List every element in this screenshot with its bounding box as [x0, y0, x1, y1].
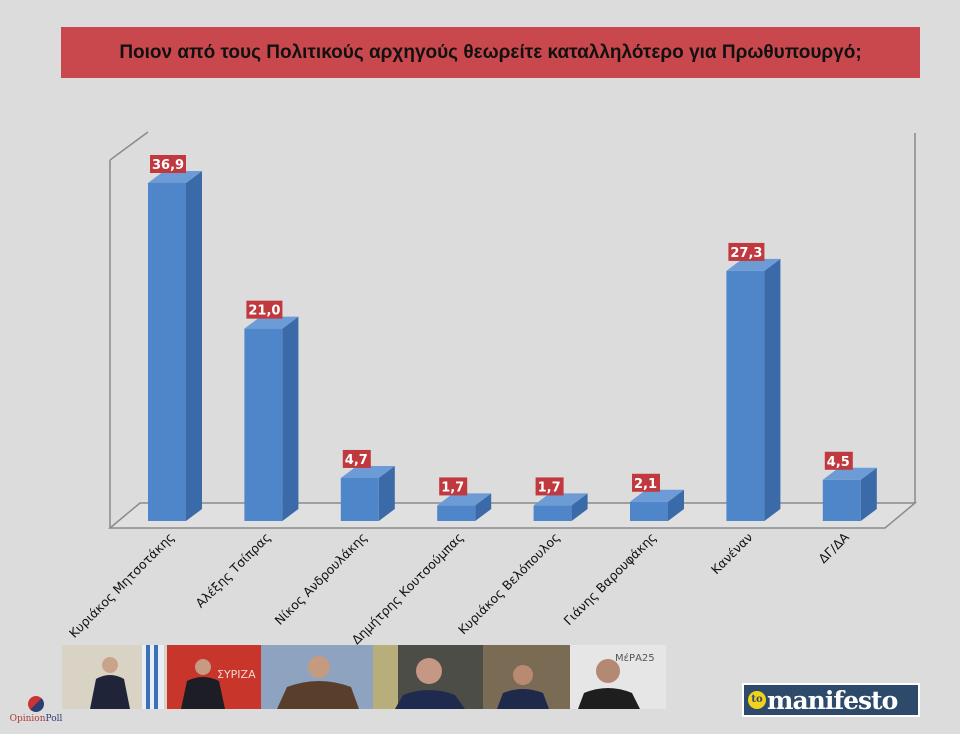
data-label-bg-5: [632, 473, 660, 492]
photo-velopoulos: [483, 645, 570, 709]
data-label-7: 4,5: [827, 455, 850, 470]
data-label-bg-2: [342, 449, 371, 468]
data-label-0: 36,9: [152, 158, 184, 173]
photo-varoufakis: ΜέΡΑ25: [570, 645, 666, 709]
category-label-5: Γιάνης Βαρουφάκης: [561, 530, 660, 629]
data-label-2: 4,7: [345, 453, 368, 468]
data-label-4: 1,7: [538, 480, 561, 495]
bar-side-7: [860, 467, 877, 521]
bar-side-4: [571, 493, 588, 521]
photo-tsipras: ΣΥΡΙΖΑ: [167, 645, 261, 709]
data-label-6: 27,3: [730, 246, 762, 261]
bar-2: [340, 477, 379, 521]
to-manifesto-logo: to manifesto: [742, 683, 920, 717]
chart-title: Ποιον από τους Πολιτικούς αρχηγούς θεωρε…: [61, 27, 920, 78]
left-wall-top-edge: [109, 131, 149, 161]
data-label-bg-6: [728, 242, 765, 261]
leader-photos: ΣΥΡΙΖΑ ΜέΡΑ25: [62, 645, 666, 709]
photo-mitsotakis: [62, 645, 167, 709]
opinion-poll-logo-icon: [28, 696, 44, 712]
photo-koutsoumpas: [373, 645, 483, 709]
logo-manifesto-text: manifesto: [767, 685, 898, 715]
bar-0: [148, 182, 186, 521]
data-label-bg-3: [439, 477, 468, 496]
data-label-bg-0: [150, 154, 186, 173]
bar-top-0: [148, 170, 202, 183]
data-label-1: 21,0: [248, 304, 280, 319]
data-label-bg-1: [246, 300, 283, 319]
bar-side-2: [378, 465, 395, 521]
logo-text-poll: Poll: [45, 714, 63, 724]
bar-side-3: [475, 493, 492, 521]
syriza-logo-text: ΣΥΡΙΖΑ: [217, 668, 256, 681]
category-label-3: Δημήτρης Κουτσούμπας: [349, 530, 467, 648]
bar-1: [244, 328, 283, 521]
bar-top-5: [630, 489, 684, 502]
bar-side-6: [764, 258, 781, 521]
category-label-2: Νίκος Ανδρουλάκης: [272, 530, 370, 628]
category-label-4: Κυριάκος Βελόπουλος: [455, 530, 563, 638]
bar-5: [630, 501, 668, 521]
logo-text-opinion: Opinion: [9, 714, 46, 724]
data-label-5: 2,1: [634, 477, 657, 492]
category-label-7: ΔΓ/ΔΑ: [815, 529, 852, 566]
category-label-0: Κυριάκος Μητσοτάκης: [66, 530, 177, 641]
bar-7: [822, 479, 861, 521]
category-label-1: Αλέξης Τσίπρας: [192, 530, 273, 611]
bar-side-5: [668, 489, 684, 521]
bar-top-2: [340, 465, 395, 478]
data-label-bg-7: [824, 451, 853, 470]
bar-top-3: [437, 493, 492, 506]
photo-androulakis: [261, 645, 373, 709]
data-label-3: 1,7: [441, 480, 464, 495]
bar-side-0: [186, 170, 202, 521]
bar-4: [533, 505, 572, 521]
mera25-logo-text: ΜέΡΑ25: [615, 652, 655, 664]
data-label-bg-4: [535, 477, 564, 496]
bar-3: [437, 505, 476, 521]
bar-side-1: [282, 316, 299, 521]
bar-top-7: [822, 467, 877, 480]
category-label-6: Κανέναν: [708, 530, 756, 578]
bar-top-4: [533, 493, 588, 506]
bar-top-6: [726, 258, 781, 271]
chart-floor: [107, 502, 918, 529]
logo-to-circle: to: [748, 691, 766, 709]
opinion-poll-logo: OpinionPoll: [8, 696, 64, 724]
bar-6: [726, 270, 765, 521]
bar-top-1: [244, 316, 299, 329]
